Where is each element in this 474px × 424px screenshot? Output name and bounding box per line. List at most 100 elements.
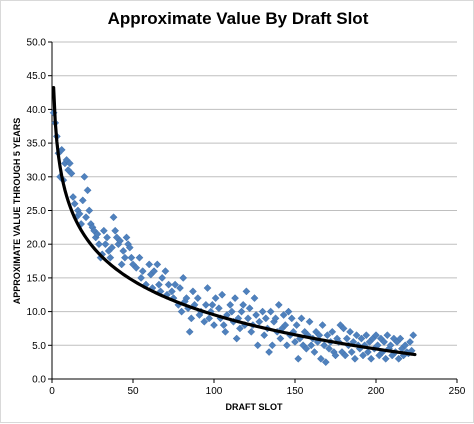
data-point [121, 253, 129, 262]
data-point [227, 307, 236, 316]
y-tick-label: 40.0 [27, 105, 47, 116]
data-point [362, 331, 371, 340]
data-point [265, 348, 273, 356]
data-point [78, 196, 87, 205]
data-point [176, 284, 184, 292]
data-point [271, 314, 280, 323]
trendline [52, 85, 417, 357]
data-point [331, 351, 340, 360]
data-point [95, 240, 103, 249]
data-point [167, 287, 176, 296]
data-point [281, 321, 290, 329]
data-point [117, 260, 126, 269]
y-tick-label: 20.0 [27, 240, 47, 251]
data-point [276, 334, 285, 343]
data-point [253, 341, 262, 350]
data-point [351, 354, 359, 363]
data-point [244, 314, 252, 323]
y-tick-label: 50.0 [27, 38, 47, 49]
x-axis-label: DRAFT SLOT [226, 402, 283, 412]
data-point [360, 341, 369, 350]
data-point [205, 314, 214, 323]
data-point [138, 267, 147, 276]
data-point [258, 307, 267, 316]
data-point [164, 280, 173, 289]
data-point [291, 338, 299, 346]
data-point [185, 327, 194, 336]
data-point [127, 253, 136, 262]
data-point [394, 354, 403, 363]
x-tick-label: 100 [206, 386, 223, 397]
y-tick-label: 45.0 [27, 71, 47, 82]
axes [48, 41, 458, 383]
data-point [125, 243, 134, 252]
y-tick-label: 10.0 [27, 307, 47, 318]
y-axis-label: APPROXIMATE VALUE THROUGH 5 YEARS [12, 118, 22, 305]
data-point [177, 307, 186, 316]
data-point [158, 274, 167, 282]
data-point [305, 317, 314, 326]
data-point [111, 226, 120, 235]
y-tick-label: 15.0 [27, 273, 47, 284]
data-point [396, 334, 405, 343]
data-point [357, 334, 366, 343]
x-tick-label: 200 [368, 386, 385, 397]
data-point [302, 344, 311, 353]
data-point [242, 287, 251, 296]
data-point [247, 327, 256, 336]
data-point [82, 213, 90, 222]
data-point [135, 253, 144, 262]
data-point [297, 314, 306, 323]
data-point [239, 300, 248, 309]
x-tick-label: 50 [127, 386, 139, 397]
data-point [108, 243, 116, 252]
x-tick-label: 250 [449, 386, 466, 397]
data-point [250, 294, 259, 303]
data-point [237, 307, 246, 316]
data-point [406, 338, 414, 346]
data-point [211, 294, 220, 303]
data-point [274, 300, 283, 309]
data-point [200, 317, 209, 326]
data-point [287, 314, 296, 323]
data-point [119, 247, 128, 255]
data-point [260, 331, 269, 340]
data-point [383, 331, 392, 340]
data-point [381, 354, 390, 363]
data-point [109, 213, 118, 222]
data-point [67, 169, 76, 178]
data-point [193, 294, 202, 303]
data-point [294, 354, 303, 363]
data-point [401, 341, 410, 350]
data-point [310, 348, 319, 356]
data-point [320, 341, 329, 350]
data-point [208, 300, 217, 309]
data-point [266, 307, 275, 316]
data-point [409, 331, 418, 340]
data-point [187, 314, 196, 323]
data-point [317, 354, 325, 363]
trendline-group [52, 85, 417, 357]
data-point [137, 274, 145, 282]
data-point [292, 321, 301, 329]
data-point [279, 311, 288, 319]
data-point [179, 274, 188, 282]
y-tick-label: 25.0 [27, 206, 47, 217]
y-tick-label: 5.0 [32, 341, 46, 352]
data-point [359, 351, 367, 360]
data-point [106, 253, 115, 262]
x-tick-label: 150 [287, 386, 304, 397]
data-point [219, 321, 228, 329]
data-point [150, 267, 158, 276]
data-point [255, 317, 264, 326]
data-point [203, 284, 212, 292]
data-point [367, 354, 376, 363]
data-point [325, 344, 333, 353]
data-point [132, 263, 141, 272]
data-point [57, 145, 66, 154]
data-point [283, 341, 291, 350]
y-tick-label: 35.0 [27, 139, 47, 150]
data-point [202, 300, 210, 309]
data-point [386, 341, 395, 350]
